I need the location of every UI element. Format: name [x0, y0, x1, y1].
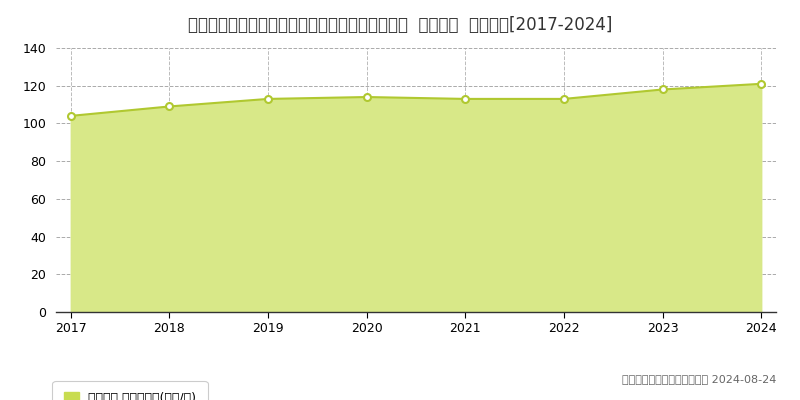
Legend: 地価公示 平均坊単価(万円/坊): 地価公示 平均坊単価(万円/坊): [56, 384, 204, 400]
Text: （Ｃ）土地価格ドットコム　 2024-08-24: （Ｃ）土地価格ドットコム 2024-08-24: [622, 374, 776, 384]
Text: 埼玉県さいたま市中央区鈴谷２丁目７４４番１外  地価公示  地価推移[2017-2024]: 埼玉県さいたま市中央区鈴谷２丁目７４４番１外 地価公示 地価推移[2017-20…: [188, 16, 612, 34]
